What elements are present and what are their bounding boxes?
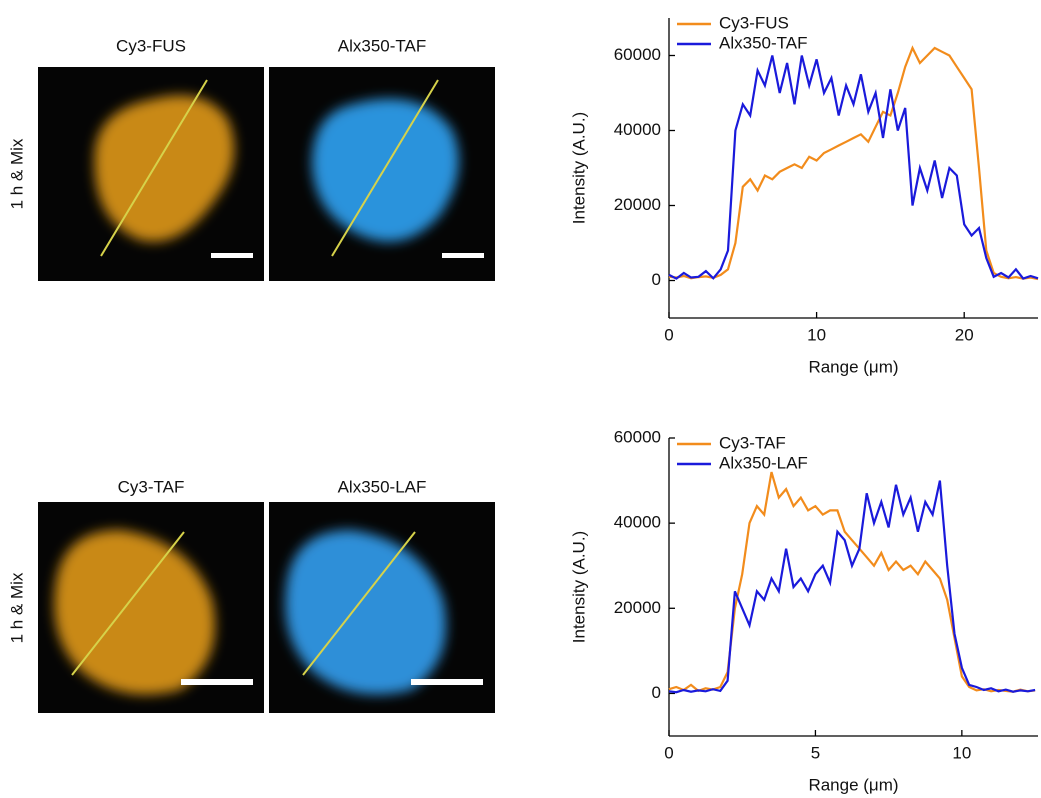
x-tick-label: 20 bbox=[955, 325, 974, 344]
micrograph-row: 1 h & Mix Cy3-FUS Alx350-TAF bbox=[7, 36, 495, 281]
x-tick-label: 10 bbox=[807, 325, 826, 344]
image-label: Cy3-FUS bbox=[116, 36, 186, 55]
cell bbox=[285, 530, 446, 695]
profile-line bbox=[302, 531, 416, 676]
y-tick-label: 0 bbox=[652, 683, 661, 702]
image-label: Cy3-TAF bbox=[118, 477, 185, 496]
x-tick-label: 5 bbox=[811, 743, 820, 762]
y-tick-label: 60000 bbox=[614, 427, 661, 446]
line-chart: 0 20000 40000 60000 0 10 20 Range (μm) Intensity… bbox=[569, 13, 1039, 376]
legend-label: Cy3-FUS bbox=[719, 13, 789, 32]
profile-line bbox=[331, 79, 439, 257]
cell bbox=[312, 98, 459, 242]
scale-bar bbox=[181, 679, 253, 685]
y-axis-label: Intensity (A.U.) bbox=[569, 112, 588, 224]
series-line bbox=[668, 471, 1036, 693]
line-chart: 0 20000 40000 60000 0 5 10 Range (μm) Intensity … bbox=[569, 427, 1038, 794]
cell bbox=[94, 95, 235, 242]
cell bbox=[54, 530, 215, 695]
y-tick-label: 40000 bbox=[614, 120, 661, 139]
scale-bar bbox=[211, 253, 253, 258]
row-label: 1 h & Mix bbox=[7, 138, 26, 209]
legend-label: Alx350-LAF bbox=[719, 453, 808, 472]
image-label: Alx350-TAF bbox=[338, 36, 427, 55]
profile-line bbox=[71, 531, 185, 676]
x-tick-label: 0 bbox=[664, 325, 673, 344]
y-tick-label: 20000 bbox=[614, 195, 661, 214]
x-tick-label: 0 bbox=[664, 743, 673, 762]
y-axis-label: Intensity (A.U.) bbox=[569, 531, 588, 643]
series-line bbox=[668, 480, 1036, 694]
legend-label: Cy3-TAF bbox=[719, 433, 786, 452]
y-tick-label: 60000 bbox=[614, 45, 661, 64]
scale-bar bbox=[411, 679, 483, 685]
y-tick-label: 40000 bbox=[614, 513, 661, 532]
y-tick-label: 20000 bbox=[614, 598, 661, 617]
image-label: Alx350-LAF bbox=[338, 477, 427, 496]
series-line bbox=[668, 45, 1039, 281]
x-axis-label: Range (μm) bbox=[808, 775, 898, 794]
profile-line bbox=[100, 79, 208, 257]
series-line bbox=[668, 55, 1039, 280]
legend-label: Alx350-TAF bbox=[719, 33, 808, 52]
y-tick-label: 0 bbox=[652, 270, 661, 289]
x-axis-label: Range (μm) bbox=[808, 357, 898, 376]
x-tick-label: 10 bbox=[952, 743, 971, 762]
scale-bar bbox=[442, 253, 484, 258]
row-label: 1 h & Mix bbox=[7, 572, 26, 643]
micrograph-row: 1 h & Mix Cy3-TAF Alx350-LAF bbox=[7, 477, 495, 713]
